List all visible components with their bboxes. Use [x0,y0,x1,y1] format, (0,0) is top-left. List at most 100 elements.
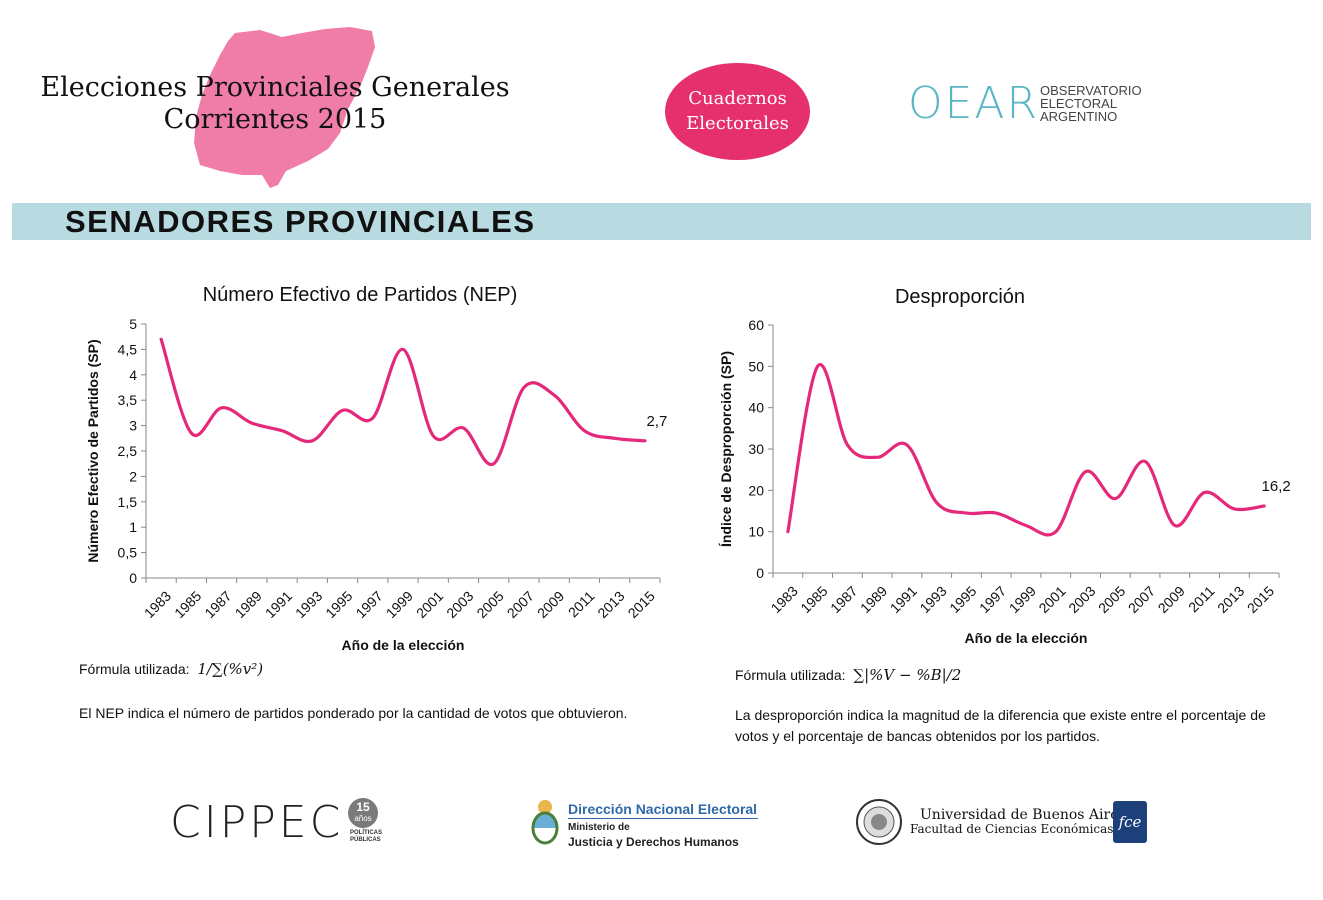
cippec-sub2: PÚBLICAS [350,837,381,843]
desp-data-point [1203,491,1206,494]
cippec-badge-number: 15 [356,800,370,814]
desp-formula-math: ∑|%V − %B|/2 [853,666,962,684]
badge-line2: Electorales [686,112,789,134]
nep-data-point [583,429,586,432]
desp-y-tick-label: 50 [748,358,764,374]
desp-y-tick-label: 60 [748,317,764,333]
nep-y-tick-label: 0,5 [118,545,138,561]
uba-logo: Universidad de Buenos Aires Facultad de … [855,798,1155,848]
oear-logo: OEAR OBSERVATORIO ELECTORAL ARGENTINO [908,78,1168,130]
desp-data-label: 16,2 [1262,478,1291,495]
nep-data-point [402,348,404,351]
nep-data-point [220,407,223,409]
corrientes-map-shape [194,27,375,188]
oear-line1: OBSERVATORIO [1040,83,1142,98]
nep-x-tick-label: 1999 [383,588,416,621]
desp-description: La desproporción indica la magnitud de l… [735,707,1266,744]
cuadernos-badge: Cuadernos Electorales [665,63,810,160]
uba-line2: Facultad de Ciencias Económicas [910,822,1114,836]
nep-data-point [553,394,555,396]
nep-data-point [311,440,314,442]
nep-data-label: 2,7 [646,413,667,430]
desp-x-tick-label: 1991 [887,583,920,616]
cippec-sub: POLÍTICAS PÚBLICAS [350,830,382,844]
nep-x-tick-label: 1987 [201,588,234,621]
desp-data-point [1084,470,1087,473]
desp-y-tick-label: 0 [756,565,764,581]
desp-x-tick-label: 2005 [1095,583,1128,616]
nep-data-point [160,338,162,341]
desp-data-point [846,444,849,446]
nep-x-tick-label: 2003 [443,588,476,621]
nep-x-tick-label: 1989 [232,588,265,621]
nep-y-tick-label: 2,5 [118,443,138,459]
desp-x-tick-label: 1983 [768,583,801,616]
nep-y-axis-title: Número Efectivo de Partidos (SP) [85,339,101,562]
chart-desp-title: Desproporción [894,286,1026,308]
nep-data-point [371,417,374,419]
nep-data-point [613,437,616,440]
oear-text: OBSERVATORIO ELECTORAL ARGENTINO [1040,84,1142,123]
nep-y-tick-label: 0 [129,570,137,586]
desp-data-point [816,365,819,368]
desp-x-tick-label: 1993 [916,583,949,616]
dne-sub2: Justicia y Derechos Humanos [568,835,739,849]
nep-x-tick-label: 2011 [565,588,598,621]
desp-data-point [935,501,938,504]
section-title: SENADORES PROVINCIALES [65,204,536,239]
desp-x-tick-label: 2011 [1185,583,1218,616]
desp-data-point [1054,530,1057,533]
desp-x-tick-label: 1997 [976,583,1009,616]
desp-data-point [965,512,968,514]
desp-data-point [1025,524,1027,527]
nep-y-tick-label: 3,5 [118,392,138,408]
desp-data-point [1144,460,1146,463]
oear-line3: ARGENTINO [1040,109,1118,124]
nep-data-point [492,462,495,465]
nep-data-point [523,386,525,389]
nep-y-tick-label: 4,5 [118,341,138,357]
nep-formula: Fórmula utilizada: 1/∑(%v²) [79,660,263,678]
desp-data-point [906,444,908,446]
nep-x-tick-label: 1983 [141,588,174,621]
nep-x-tick-label: 2005 [473,588,506,621]
desp-data-point [876,456,878,459]
desp-x-tick-label: 1989 [857,583,890,616]
cippec-15-badge: 15 años [348,798,378,828]
nep-x-tick-label: 1985 [171,588,204,621]
desp-data-point [995,512,998,514]
nep-x-tick-label: 2015 [625,588,658,621]
uba-line1: Universidad de Buenos Aires [920,807,1126,823]
dne-logo: Dirección Nacional Electoral Ministerio … [530,798,770,853]
nep-formula-label: Fórmula utilizada: [79,661,190,677]
uba-seal-icon [856,799,902,845]
chart-desp: 0102030405060198319851987198919911993199… [718,317,1291,646]
nep-y-tick-label: 3 [129,418,137,434]
desp-data-point [1114,497,1117,500]
page-title-line2: Corrientes 2015 [163,104,387,136]
desp-data-point [1233,508,1236,510]
desp-formula: Fórmula utilizada: ∑|%V − %B|/2 [735,666,961,684]
nep-y-tick-label: 5 [129,316,137,332]
desp-x-tick-label: 1999 [1006,583,1039,616]
nep-x-axis-title: Año de la elección [342,637,465,653]
desp-y-tick-label: 40 [748,400,764,416]
nep-x-tick-label: 2009 [534,588,567,621]
nep-y-tick-label: 4 [129,367,137,383]
nep-description: El NEP indica el número de partidos pond… [79,705,628,721]
desp-x-tick-label: 2015 [1244,583,1277,616]
page-title: Elecciones Provinciales Generales Corrie… [40,72,510,137]
chart-nep: 00,511,522,533,544,551983198519871989199… [85,316,667,653]
nep-formula-math: 1/∑(%v²) [197,660,264,678]
desp-x-tick-label: 1995 [946,583,979,616]
desp-series-line [786,362,1266,537]
desp-x-tick-label: 2007 [1125,583,1158,616]
desp-x-tick-label: 2001 [1035,583,1068,616]
desp-data-point [1174,524,1176,527]
nep-data-point [432,434,435,437]
oear-mark: OEAR [908,78,1040,129]
nep-x-tick-label: 1991 [262,588,295,621]
desp-x-tick-label: 1987 [827,583,860,616]
section-band [12,203,1311,240]
nep-x-tick-label: 1997 [352,588,385,621]
